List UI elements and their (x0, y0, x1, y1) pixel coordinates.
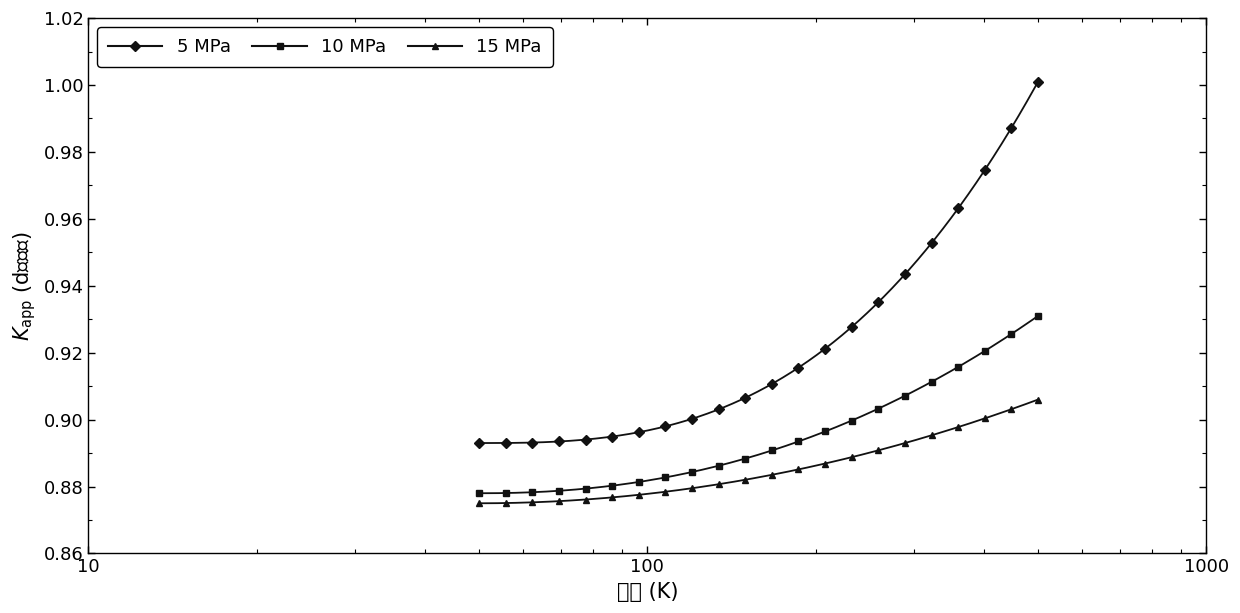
Y-axis label: $K_{\rm app}$ (d无量纲): $K_{\rm app}$ (d无量纲) (11, 231, 38, 341)
Legend: 5 MPa, 10 MPa, 15 MPa: 5 MPa, 10 MPa, 15 MPa (98, 27, 553, 67)
X-axis label: 温度 (K): 温度 (K) (616, 582, 678, 602)
